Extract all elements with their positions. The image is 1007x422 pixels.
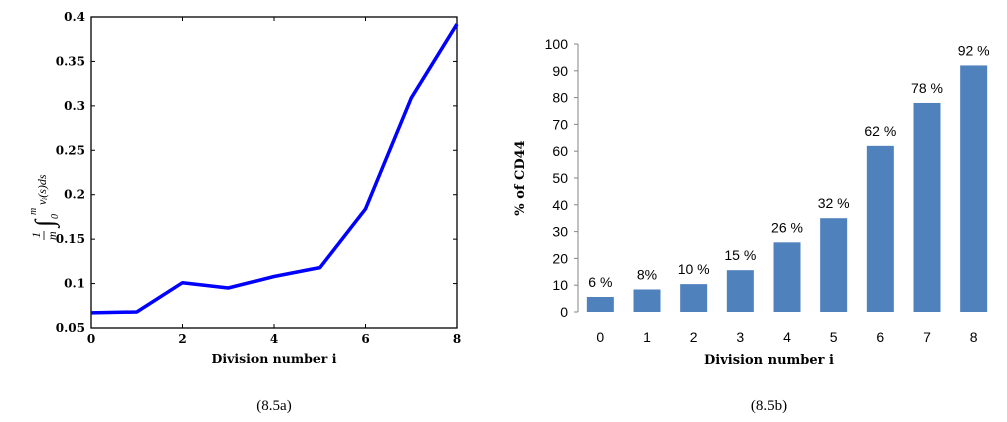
bar-y-tick-label: 100: [545, 36, 569, 52]
line-chart-ticks: 0 2 4 6 8 0.05 0.1 0.15 0.2 0.25 0.3 0.35 0.4: [56, 10, 461, 346]
bar-x-tick-label: 7: [923, 329, 931, 345]
y-label-lower-limit: 0: [50, 214, 61, 219]
bar: [913, 102, 941, 313]
line-chart-caption: (8.5a): [256, 398, 291, 414]
bar-x-tick-label: 3: [736, 329, 744, 345]
bar-y-tick-label: 50: [552, 170, 568, 186]
bar-y-tick-label: 20: [552, 250, 568, 266]
line-y-tick-label: 0.4: [64, 10, 85, 24]
bar-x-tick-label: 5: [830, 329, 838, 345]
bar-y-tick-label: 0: [560, 304, 568, 320]
bar-x-tick-label: 1: [643, 329, 651, 345]
bar-bars: [586, 65, 988, 313]
bar-y-tick-label: 60: [552, 143, 568, 159]
bar-data-labels: 6 % 8% 10 % 15 % 26 % 32 % 62 % 78 % 92 %: [588, 42, 989, 290]
bar-y-ticks: 0 10 20 30 40 50 60 70 80 90 100: [545, 36, 578, 320]
bar-x-tick-label: 0: [596, 329, 604, 345]
line-x-tick-label: 2: [178, 332, 186, 346]
bar-x-tick-label: 2: [690, 329, 698, 345]
bar-y-tick-label: 10: [552, 277, 568, 293]
y-label-fraction-num: 1: [29, 232, 43, 238]
line-y-axis-label: 1 m ∫ m 0 vᵢ(s)ds: [28, 174, 61, 240]
bar-data-label: 92 %: [958, 42, 990, 58]
bar-data-label: 6 %: [588, 274, 612, 290]
bar: [726, 270, 754, 312]
y-label-fraction-den: m: [45, 231, 59, 240]
y-label-integrand: vᵢ(s)ds: [35, 174, 49, 205]
line-chart-axes: [90, 16, 458, 329]
bar: [820, 218, 848, 312]
bar-y-tick-label: 40: [552, 197, 568, 213]
bar-data-label: 26 %: [771, 219, 803, 235]
bar: [586, 296, 614, 312]
bar-x-tick-label: 4: [783, 329, 791, 345]
bar-y-axis-label: % of CD44: [513, 140, 528, 215]
bar-data-label: 32 %: [818, 195, 850, 211]
line-x-tick-label: 6: [361, 332, 369, 346]
bar-chart-caption: (8.5b): [751, 398, 787, 414]
y-label-integral-sign: ∫: [30, 218, 60, 229]
bar-data-label: 62 %: [864, 123, 896, 139]
bar-data-label: 15 %: [724, 247, 756, 263]
bar-x-tick-label: 6: [876, 329, 884, 345]
line-y-tick-label: 0.15: [56, 232, 85, 246]
line-plot-frame: [90, 16, 458, 329]
bar: [773, 242, 801, 312]
bar-x-ticks: 0 1 2 3 4 5 6 7 8: [596, 329, 977, 345]
bar: [866, 145, 894, 312]
y-label-upper-limit: m: [28, 208, 39, 215]
line-x-tick-label: 8: [453, 332, 461, 346]
bar-data-label: 8%: [637, 266, 657, 282]
line-y-tick-label: 0.05: [56, 321, 85, 335]
bar: [633, 289, 661, 312]
line-y-tick-label: 0.2: [64, 188, 85, 202]
line-series: [90, 23, 459, 315]
bar-data-label: 78 %: [911, 80, 943, 96]
bar-y-tick-label: 80: [552, 90, 568, 106]
line-x-axis-label: Division number i: [212, 351, 337, 366]
line-y-tick-label: 0.1: [64, 277, 85, 291]
bar: [960, 65, 988, 312]
line-y-tick-label: 0.3: [64, 99, 85, 113]
line-y-tick-label: 0.35: [56, 54, 85, 68]
bar-y-tick-label: 90: [552, 63, 568, 79]
bar-x-tick-label: 8: [970, 329, 978, 345]
bar: [680, 284, 708, 312]
bar-y-tick-label: 70: [552, 116, 568, 132]
line-x-tick-label: 4: [270, 332, 278, 346]
bar-data-label: 10 %: [678, 261, 710, 277]
line-y-tick-label: 0.25: [56, 143, 85, 157]
bar-x-axis-label: Division number i: [704, 353, 834, 368]
bar-y-tick-label: 30: [552, 224, 568, 240]
line-chart: 0 2 4 6 8 0.05 0.1 0.15 0.2 0.25 0.3 0.35 0.4 Divisi…: [28, 10, 461, 414]
line-x-tick-label: 0: [87, 332, 95, 346]
